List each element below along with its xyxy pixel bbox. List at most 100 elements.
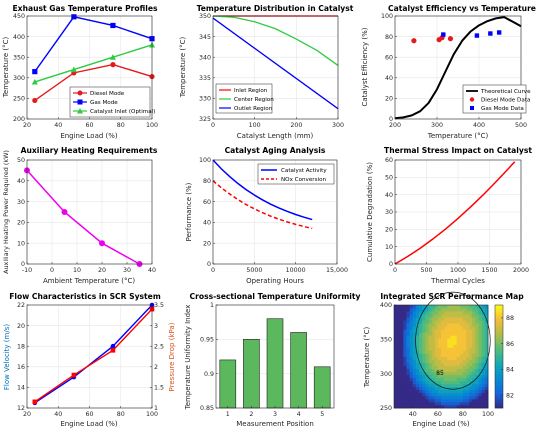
p9-cell	[422, 311, 426, 315]
p9-cell	[394, 308, 398, 312]
p9-cell	[459, 392, 464, 397]
p9-cell	[459, 401, 464, 406]
p9-cell	[441, 398, 445, 403]
p9-cell	[453, 374, 458, 379]
p9-cell	[403, 320, 407, 324]
p9-cell	[419, 326, 423, 330]
p5-xtick-label: 10000	[286, 267, 306, 274]
p9-cell	[437, 359, 442, 363]
p9-cell	[400, 329, 404, 333]
p9-cell	[425, 320, 429, 324]
p9-cell	[466, 380, 470, 385]
p8-ytick-label: 1	[210, 302, 214, 309]
p9-colorbar-segment	[495, 310, 503, 314]
p9-cell	[419, 353, 423, 357]
p9-cell	[400, 305, 404, 309]
p9-cell	[397, 341, 401, 345]
p3-xtick-label: 300	[431, 122, 443, 129]
p9-cell	[475, 317, 479, 321]
p9-cell	[456, 362, 461, 366]
p3-ytick-label: 0	[389, 116, 393, 123]
p9-cell	[481, 344, 486, 348]
p9-cell	[484, 389, 489, 394]
p9-cell	[400, 323, 404, 327]
p9-cell	[415, 368, 420, 373]
p9-cell	[456, 338, 461, 342]
p9-cell	[428, 314, 432, 318]
p9-cell	[472, 350, 476, 354]
p9-cell	[456, 395, 461, 400]
p9-cell	[472, 353, 476, 357]
p8-bar	[219, 359, 237, 409]
p9-cell	[409, 347, 414, 351]
p6-ytick-label: 0	[389, 261, 393, 268]
p9-cell	[425, 353, 429, 357]
p9-cell	[412, 401, 417, 406]
p9-cell	[472, 305, 476, 309]
p9-cell	[469, 374, 473, 379]
p9-cell	[466, 368, 470, 373]
p9-cell	[422, 332, 426, 336]
p9-cell	[481, 335, 486, 339]
p9-cell	[434, 383, 439, 388]
p9-cell	[453, 362, 458, 366]
p9-cell	[469, 392, 473, 397]
p9-cell	[400, 347, 404, 351]
p9-cell	[472, 368, 476, 373]
p9-cell	[447, 374, 451, 379]
p9-cell	[409, 353, 414, 357]
p9-cell	[462, 326, 467, 330]
p9-cell	[459, 395, 464, 400]
p9-cell	[444, 374, 448, 379]
p9-cell	[394, 362, 398, 366]
p9-cell	[456, 341, 461, 345]
p9-cell	[466, 374, 470, 379]
p9-cell	[466, 344, 470, 348]
p9-cell	[459, 380, 464, 385]
p9-cell	[415, 353, 420, 357]
p9-cell	[415, 344, 420, 348]
p7-xtick-label: 80	[117, 411, 125, 418]
p9-cell	[462, 404, 467, 409]
p9-colorbar-segment	[495, 335, 503, 339]
p9-cell	[450, 341, 454, 345]
p9-cell	[431, 332, 436, 336]
p3-ytick-label: 40	[385, 75, 393, 82]
p9-cell	[406, 311, 411, 315]
p7-ytick-right-label: 1	[154, 405, 158, 412]
p9-cell	[462, 389, 467, 394]
p9-cell	[472, 338, 476, 342]
p2-ytick-label: 345	[199, 34, 211, 41]
p9-cell	[437, 401, 442, 406]
p9-cell	[428, 335, 432, 339]
p9-cell	[431, 368, 436, 373]
p9-cell	[466, 347, 470, 351]
p7-xtick-label: 60	[85, 411, 93, 418]
p9-cell	[456, 398, 461, 403]
p9-cell	[431, 386, 436, 391]
p9-cell	[466, 401, 470, 406]
p9-cell	[466, 329, 470, 333]
p9-cell	[428, 395, 432, 400]
p9-cell	[459, 308, 464, 312]
p9-cell	[422, 305, 426, 309]
p9-cell	[422, 344, 426, 348]
p9-cell	[434, 308, 439, 312]
p9-cell	[434, 326, 439, 330]
p9-cell	[415, 359, 420, 363]
p9-cell	[397, 344, 401, 348]
p9-cell	[415, 311, 420, 315]
p9-colorbar-segment	[495, 305, 503, 308]
p9-cell	[462, 338, 467, 342]
p9-cell	[484, 350, 489, 354]
p9-cell	[462, 371, 467, 376]
p9-cell	[475, 326, 479, 330]
p9-cell	[394, 374, 398, 379]
p9-cell	[450, 404, 454, 409]
p9-cell	[481, 401, 486, 406]
p9-cell	[415, 314, 420, 318]
p9-cell	[444, 395, 448, 400]
p9-cell	[415, 383, 420, 388]
p9-cell	[466, 359, 470, 363]
p4-xtick-label: 30	[123, 267, 131, 274]
